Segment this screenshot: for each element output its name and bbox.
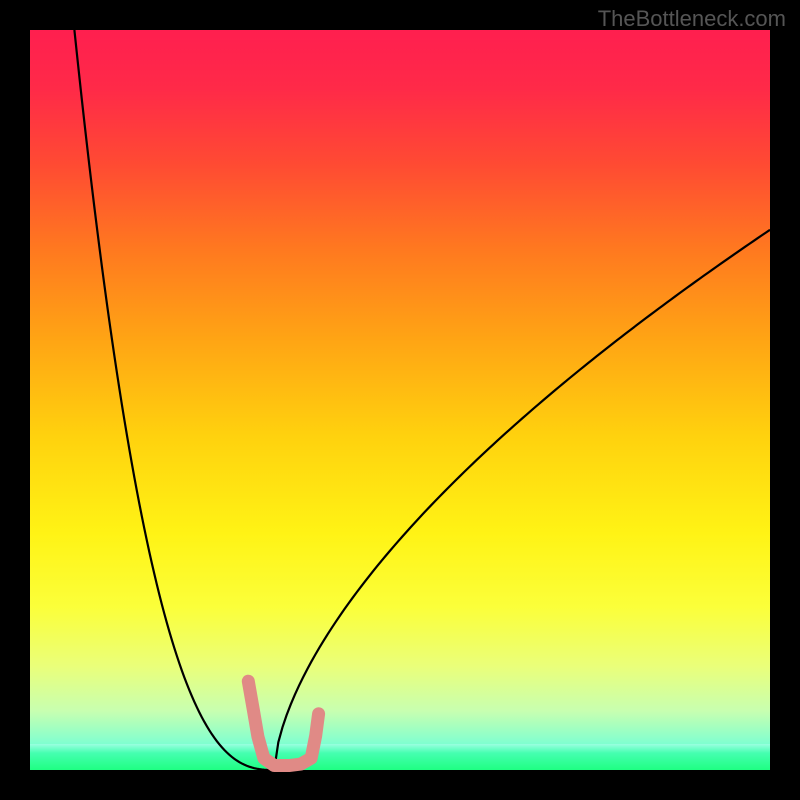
chart-stage: TheBottleneck.com (0, 0, 800, 800)
plot-background (30, 30, 770, 770)
green-band (30, 744, 770, 770)
gradient-rect (30, 30, 770, 770)
watermark-text: TheBottleneck.com (598, 6, 786, 32)
